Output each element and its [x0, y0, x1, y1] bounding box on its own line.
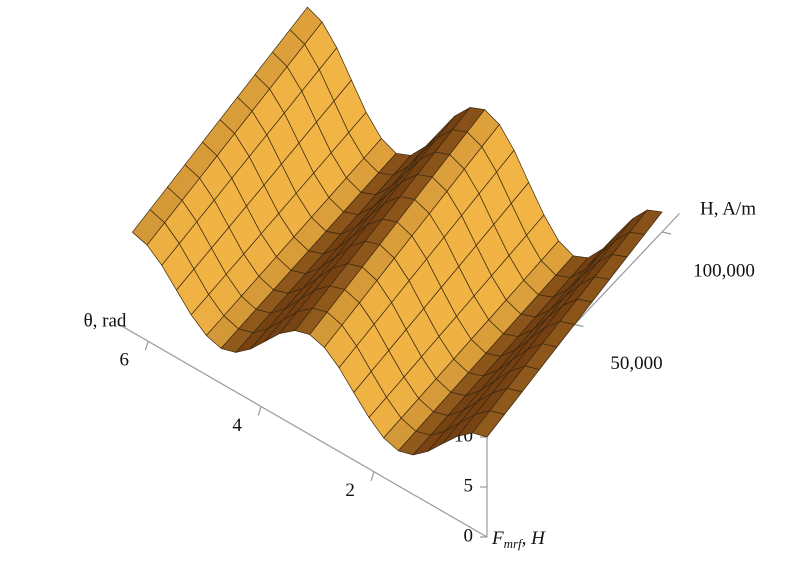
surface	[132, 6, 663, 456]
y-tick-label: 50,000	[610, 353, 662, 374]
x-tick	[144, 341, 149, 351]
z-axis-label: Fmrf, H	[491, 528, 546, 551]
y-tick	[574, 323, 584, 328]
x-tick	[370, 471, 375, 481]
x-tick-label: 4	[232, 415, 242, 436]
z-tick-label: 5	[464, 475, 474, 496]
y-tick-label: 100,000	[693, 260, 755, 281]
y-axis-label: H, A/m	[700, 198, 756, 219]
x-tick-label: 2	[345, 480, 355, 501]
z-tick-label: 0	[464, 525, 474, 546]
x-axis	[119, 324, 488, 538]
x-tick	[257, 406, 262, 416]
surface-patch	[471, 410, 505, 438]
labels: θ, rad H, A/m Fmrf, H	[84, 198, 757, 551]
z-label-rest: , H	[522, 528, 547, 549]
y-tick	[661, 231, 672, 235]
z-label-sub: mrf	[504, 536, 524, 551]
z-label-main: F	[491, 528, 504, 549]
x-tick-label: 6	[119, 350, 129, 371]
x-axis-label: θ, rad	[84, 310, 127, 331]
